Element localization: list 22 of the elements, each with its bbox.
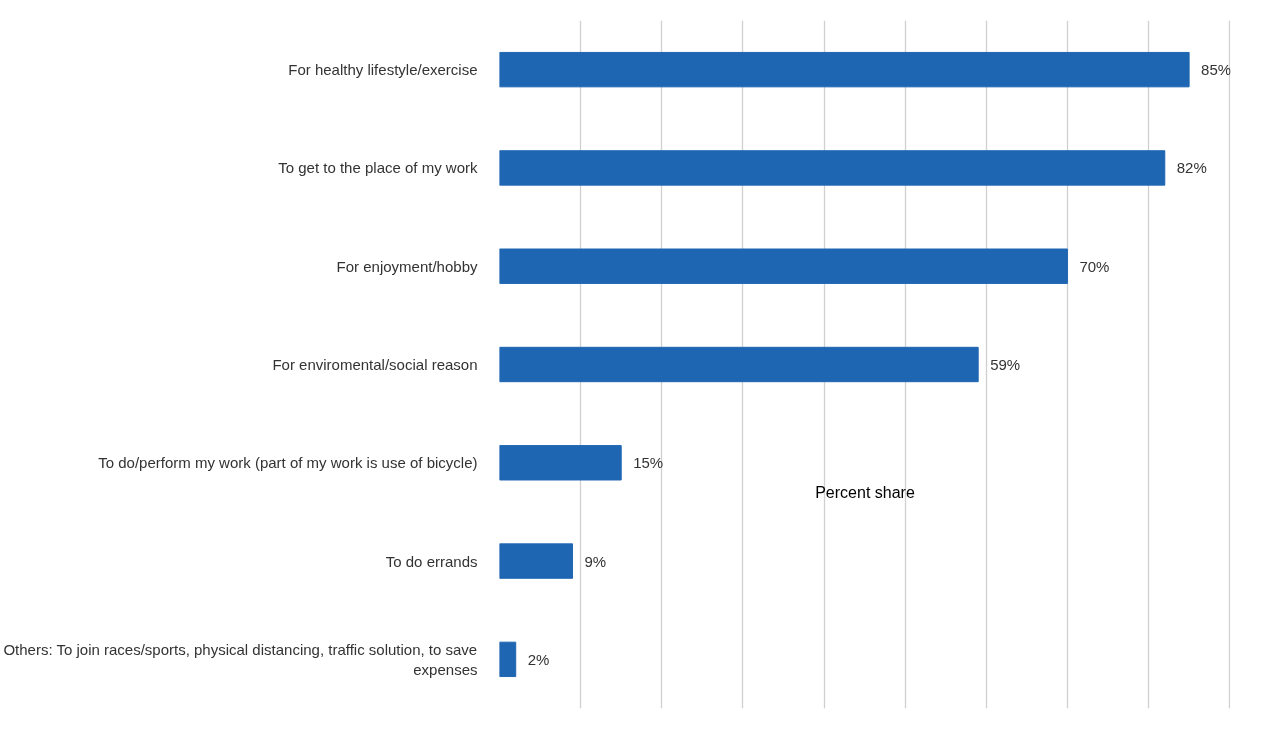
data-label: 9%: [584, 552, 607, 570]
bar: [499, 641, 517, 678]
bar: [499, 248, 1068, 284]
y-tick-label: To do errands: [385, 552, 478, 570]
y-tick-label: To do/perform my work (part of my work is use of bicycle): [98, 454, 478, 472]
data-label: 15%: [633, 454, 664, 472]
data-label: 59%: [990, 356, 1021, 373]
y-tick-label: Others: To join races/sports, physical distancing, traffic solution, to save expenses: [3, 640, 478, 679]
y-tick-label: To get to the place of my work: [278, 159, 478, 177]
bar: [499, 150, 1166, 186]
bar: [499, 543, 574, 579]
annotation: Percent share: [815, 483, 915, 501]
y-tick-label: For healthy lifestyle/exercise: [288, 61, 478, 79]
bar: [499, 346, 979, 383]
data-label: 82%: [1176, 159, 1207, 177]
bar: [499, 51, 1190, 88]
y-tick-label: For enviromental/social reason: [272, 356, 478, 373]
data-label: 2%: [527, 650, 550, 668]
data-label: 85%: [1201, 61, 1232, 79]
data-label: 70%: [1079, 257, 1110, 275]
y-tick-label: For enjoyment/hobby: [336, 257, 478, 275]
bar: [499, 445, 622, 481]
